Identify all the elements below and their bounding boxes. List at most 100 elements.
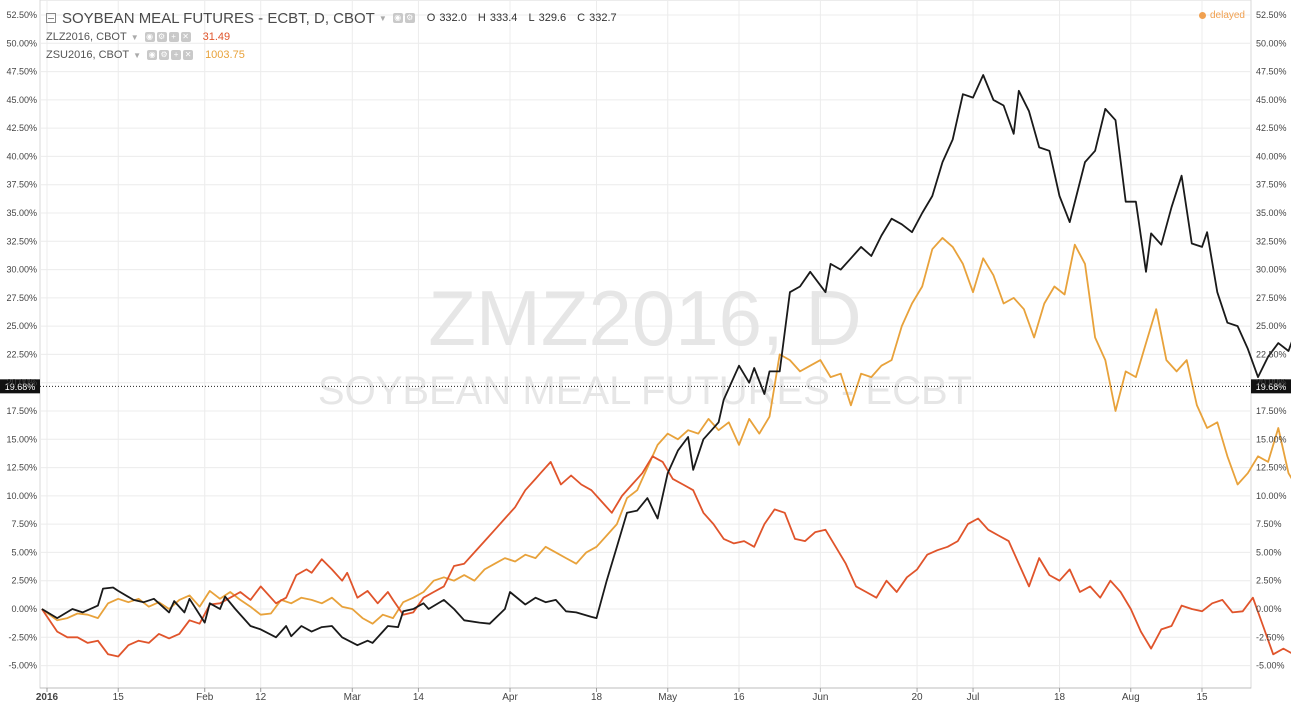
legend: SOYBEAN MEAL FUTURES - ECBT, D, CBOT ▼ ◉… [46,8,625,64]
y-tick-label-left: 35.00% [6,208,37,218]
y-tick-label-left: 0.00% [11,604,37,614]
y-tick-label-left: 50.00% [6,38,37,48]
ohlc-close-key: C [577,12,586,24]
y-tick-label-right: 20.00% [1256,378,1287,388]
ohlc-high-value: 333.4 [489,12,518,24]
close-icon[interactable]: ✕ [180,32,191,42]
current-value-badge-right [1251,379,1291,394]
add-icon[interactable]: + [168,32,179,42]
x-tick-label: 14 [413,692,425,703]
y-tick-label-right: 45.00% [1256,95,1287,105]
y-tick-label-right: 15.00% [1256,434,1287,444]
x-tick-label: 18 [591,692,603,703]
x-tick-label: Feb [196,692,214,703]
y-tick-label-left: 15.00% [6,434,37,444]
y-tick-label-left: 2.50% [11,576,37,586]
settings-icon[interactable]: ⚙ [404,13,415,23]
y-tick-label-left: 30.00% [6,265,37,275]
y-tick-label-right: 5.00% [1256,547,1282,557]
settings-icon[interactable]: ⚙ [156,32,167,42]
y-tick-label-right: 10.00% [1256,491,1287,501]
x-tick-label: May [658,692,677,703]
settings-icon[interactable]: ⚙ [159,50,170,60]
delayed-indicator: delayed [1198,10,1245,21]
series-line-soyoil[interactable] [41,455,1291,658]
legend-main-row[interactable]: SOYBEAN MEAL FUTURES - ECBT, D, CBOT ▼ ◉… [46,8,625,28]
y-tick-label-right: 17.50% [1256,406,1287,416]
y-tick-label-left: 25.00% [6,321,37,331]
y-tick-label-right: 7.50% [1256,519,1282,529]
series-line-main[interactable] [41,74,1291,647]
x-tick-label: 2016 [36,692,59,703]
x-tick-label: Jul [967,692,980,703]
grid-layer [39,0,1252,689]
current-value-badge-right-text: 19.68% [1256,382,1287,392]
y-tick-label-right: -5.00% [1256,661,1285,671]
legend-compare-row-1[interactable]: ZLZ2016, CBOT ▼ ◉ ⚙ + ✕ 31.49 [46,28,625,46]
y-tick-label-right: 52.50% [1256,10,1287,20]
x-tick-label: 12 [255,692,267,703]
y-tick-label-right: 35.00% [1256,208,1287,218]
eye-icon[interactable]: ◉ [392,13,403,23]
chevron-down-icon[interactable]: ▼ [133,50,142,60]
close-icon[interactable]: ✕ [183,50,194,60]
eye-icon[interactable]: ◉ [144,32,155,42]
x-tick-label: 20 [912,692,924,703]
compare-series-label: ZSU2016, CBOT [46,49,130,61]
compare-buttons: ◉ ⚙ + ✕ [147,50,195,60]
add-icon[interactable]: + [171,50,182,60]
y-tick-label-right: 37.50% [1256,180,1287,190]
x-tick-label: 15 [1196,692,1208,703]
x-tick-label: Jun [812,692,828,703]
series-line-soybeans[interactable] [41,236,1291,625]
status-dot-icon [1198,12,1206,19]
current-value-badge-left-text: 19.68% [5,382,36,392]
x-tick-label: Apr [502,692,518,703]
series-layer [41,74,1291,658]
current-value-badge-left [0,379,40,394]
y-tick-label-right: 12.50% [1256,463,1287,473]
watermark: ZMZ2016, D SOYBEAN MEAL FUTURES - ECBT [318,274,972,413]
y-tick-label-left: 27.50% [6,293,37,303]
eye-icon[interactable]: ◉ [147,50,158,60]
x-tick-label: 16 [733,692,745,703]
axis-layer: 52.50% 52.50% 50.00% 50.00% 47.50% 47.50% 45.0… [6,10,1286,703]
y-tick-label-right: 30.00% [1256,265,1287,275]
y-tick-label-left: 10.00% [6,491,37,501]
y-tick-label-right: 0.00% [1256,604,1282,614]
x-tick-label: Mar [344,692,362,703]
ohlc-low-value: 329.6 [538,12,567,24]
watermark-symbol: ZMZ2016, D [428,274,861,362]
ohlc-close-value: 332.7 [589,12,617,24]
chevron-down-icon[interactable]: ▼ [130,32,139,42]
x-tick-label: 18 [1054,692,1066,703]
ohlc-open-value: 332.0 [439,12,467,24]
chevron-down-icon[interactable]: ▼ [378,13,387,23]
y-tick-label-right: 42.50% [1256,123,1287,133]
y-tick-label-left: 17.50% [6,406,37,416]
y-tick-label-left: -5.00% [8,661,37,671]
y-tick-label-right: 25.00% [1256,321,1287,331]
x-tick-label: Aug [1122,692,1140,703]
y-tick-label-left: 5.00% [11,547,37,557]
collapse-icon[interactable] [46,13,56,23]
y-tick-label-left: 45.00% [6,95,37,105]
y-tick-label-left: 52.50% [6,10,37,20]
y-tick-label-right: 22.50% [1256,349,1287,359]
ohlc-low-key: L [528,12,535,24]
compare-series-label: ZLZ2016, CBOT [46,31,127,43]
delayed-label: delayed [1209,10,1245,21]
y-tick-label-right: -2.50% [1256,632,1285,642]
y-tick-label-left: 32.50% [6,236,37,246]
y-tick-label-left: 7.50% [11,519,37,529]
y-tick-label-left: 20.00% [6,378,37,388]
y-tick-label-right: 50.00% [1256,38,1287,48]
y-tick-label-left: 40.00% [6,151,37,161]
watermark-description: SOYBEAN MEAL FUTURES - ECBT [318,369,972,413]
ohlc-open-key: O [426,12,436,24]
legend-compare-row-2[interactable]: ZSU2016, CBOT ▼ ◉ ⚙ + ✕ 1003.75 [46,46,625,64]
y-tick-label-right: 2.50% [1256,576,1282,586]
ohlc-values: O 332.0 H 333.4 L 329.6 C 332.7 [427,12,625,24]
